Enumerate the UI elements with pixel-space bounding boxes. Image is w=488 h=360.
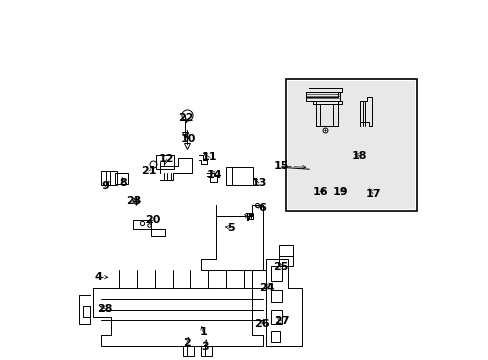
Text: 16: 16: [312, 186, 327, 197]
Text: 17: 17: [365, 189, 380, 199]
Bar: [156, 155, 174, 169]
Text: 7: 7: [244, 213, 251, 223]
Bar: [115, 173, 127, 184]
Text: 6: 6: [257, 203, 265, 213]
Text: 8: 8: [119, 177, 127, 188]
Text: 10: 10: [181, 134, 196, 144]
Bar: [278, 245, 292, 256]
Text: 11: 11: [202, 152, 217, 162]
Text: 13: 13: [251, 178, 266, 188]
Text: 21: 21: [141, 166, 156, 176]
Bar: [271, 266, 282, 281]
Text: 22: 22: [178, 113, 194, 123]
Text: 20: 20: [145, 215, 160, 225]
Text: 25: 25: [272, 262, 287, 272]
Bar: [271, 290, 282, 302]
Bar: [305, 92, 339, 101]
Text: 5: 5: [226, 222, 234, 233]
Text: 2: 2: [183, 338, 190, 348]
Text: 27: 27: [273, 316, 289, 326]
Text: 28: 28: [97, 303, 113, 314]
Text: 4: 4: [95, 272, 102, 282]
Bar: [226, 167, 253, 185]
Text: 1: 1: [199, 327, 206, 337]
Bar: [285, 79, 416, 211]
Text: 19: 19: [332, 186, 348, 197]
Bar: [271, 310, 282, 324]
Text: 18: 18: [351, 151, 366, 161]
Text: 26: 26: [253, 319, 269, 329]
Text: 15: 15: [273, 161, 289, 171]
Text: 3: 3: [201, 342, 208, 352]
Text: 12: 12: [158, 154, 174, 164]
Text: 9: 9: [101, 181, 109, 192]
Bar: [101, 171, 117, 185]
Text: 23: 23: [126, 195, 141, 206]
Bar: [278, 256, 292, 266]
Text: 24: 24: [259, 283, 274, 293]
Bar: [287, 81, 415, 209]
Bar: [271, 331, 280, 342]
Text: 14: 14: [207, 170, 223, 180]
